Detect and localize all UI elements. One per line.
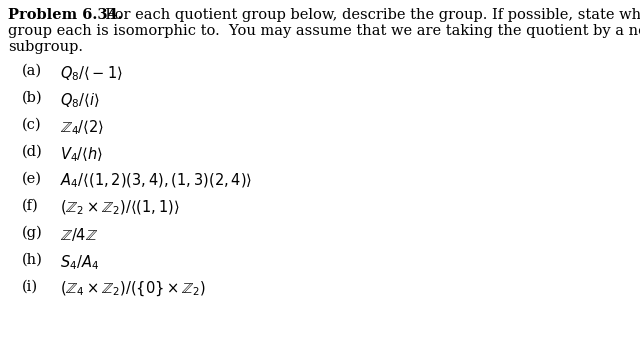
Text: $Q_8/\langle -1 \rangle$: $Q_8/\langle -1 \rangle$ [60, 64, 123, 83]
Text: $Q_8/\langle i \rangle$: $Q_8/\langle i \rangle$ [60, 91, 100, 110]
Text: Problem 6.34.: Problem 6.34. [8, 8, 123, 22]
Text: $(\mathbb{Z}_2 \times \mathbb{Z}_2)/\langle (1,1) \rangle$: $(\mathbb{Z}_2 \times \mathbb{Z}_2)/\lan… [60, 199, 180, 217]
Text: (c): (c) [22, 118, 42, 132]
Text: $\mathbb{Z}_4/\langle 2 \rangle$: $\mathbb{Z}_4/\langle 2 \rangle$ [60, 118, 104, 137]
Text: $V_4/\langle h \rangle$: $V_4/\langle h \rangle$ [60, 145, 103, 164]
Text: (i): (i) [22, 280, 38, 294]
Text: (b): (b) [22, 91, 43, 105]
Text: (d): (d) [22, 145, 43, 159]
Text: (h): (h) [22, 253, 43, 267]
Text: group each is isomorphic to.  You may assume that we are taking the quotient by : group each is isomorphic to. You may ass… [8, 24, 640, 38]
Text: (a): (a) [22, 64, 42, 78]
Text: subgroup.: subgroup. [8, 40, 83, 54]
Text: $\mathbb{Z}/4\mathbb{Z}$: $\mathbb{Z}/4\mathbb{Z}$ [60, 226, 98, 243]
Text: (g): (g) [22, 226, 43, 240]
Text: $S_4/A_4$: $S_4/A_4$ [60, 253, 99, 272]
Text: (e): (e) [22, 172, 42, 186]
Text: (f): (f) [22, 199, 39, 213]
Text: $A_4/\langle (1,2)(3,4),(1,3)(2,4) \rangle$: $A_4/\langle (1,2)(3,4),(1,3)(2,4) \rang… [60, 172, 252, 190]
Text: $(\mathbb{Z}_4 \times \mathbb{Z}_2)/(\{0\} \times \mathbb{Z}_2)$: $(\mathbb{Z}_4 \times \mathbb{Z}_2)/(\{0… [60, 280, 206, 298]
Text: For each quotient group below, describe the group. If possible, state what: For each quotient group below, describe … [96, 8, 640, 22]
